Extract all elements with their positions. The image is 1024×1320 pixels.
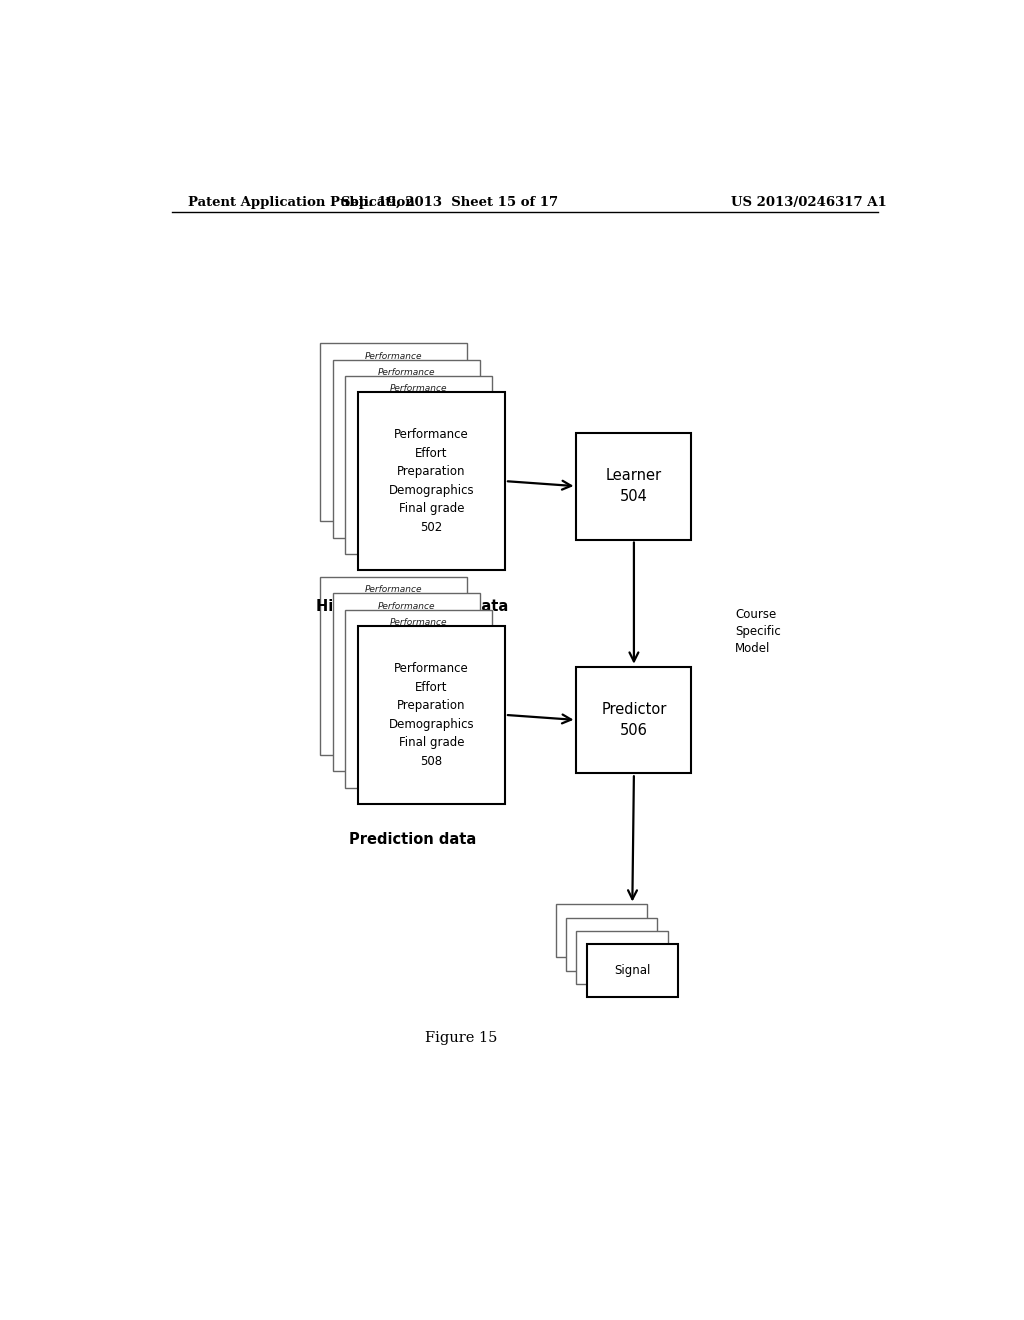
Text: Signal: Signal	[588, 927, 615, 936]
Text: Performance: Performance	[365, 585, 422, 594]
Bar	[358, 392, 505, 570]
Bar	[345, 376, 493, 554]
Text: Course
Specific
Model: Course Specific Model	[735, 607, 781, 655]
Text: Prediction data: Prediction data	[349, 833, 476, 847]
Text: Performance: Performance	[378, 368, 435, 376]
Bar	[577, 931, 668, 983]
Text: Signal: Signal	[614, 964, 650, 977]
Bar	[577, 433, 691, 540]
Text: Figure 15: Figure 15	[425, 1031, 498, 1044]
Text: Patent Application Publication: Patent Application Publication	[187, 197, 415, 209]
Text: Performance: Performance	[390, 618, 447, 627]
Bar	[556, 904, 647, 957]
Bar	[566, 917, 657, 970]
Bar	[577, 667, 691, 774]
Bar	[333, 594, 479, 771]
Text: Performance: Performance	[378, 602, 435, 611]
Bar	[321, 577, 467, 755]
Bar	[587, 944, 678, 997]
Text: Signal: Signal	[598, 940, 626, 949]
Text: Learner
504: Learner 504	[606, 467, 662, 504]
Text: Predictor
506: Predictor 506	[601, 702, 667, 738]
Bar	[345, 610, 493, 788]
Text: Performance: Performance	[365, 351, 422, 360]
Bar	[321, 343, 467, 521]
Text: Performance
Effort
Preparation
Demographics
Final grade
502: Performance Effort Preparation Demograph…	[389, 429, 474, 533]
Text: US 2013/0246317 A1: US 2013/0246317 A1	[731, 197, 887, 209]
Text: Performance: Performance	[390, 384, 447, 393]
Text: Sep. 19, 2013  Sheet 15 of 17: Sep. 19, 2013 Sheet 15 of 17	[341, 197, 558, 209]
Text: Performance
Effort
Preparation
Demographics
Final grade
508: Performance Effort Preparation Demograph…	[389, 663, 474, 768]
Text: Signal: Signal	[608, 953, 636, 962]
Bar	[333, 359, 479, 537]
Text: Historical training data: Historical training data	[316, 598, 509, 614]
Bar	[358, 626, 505, 804]
